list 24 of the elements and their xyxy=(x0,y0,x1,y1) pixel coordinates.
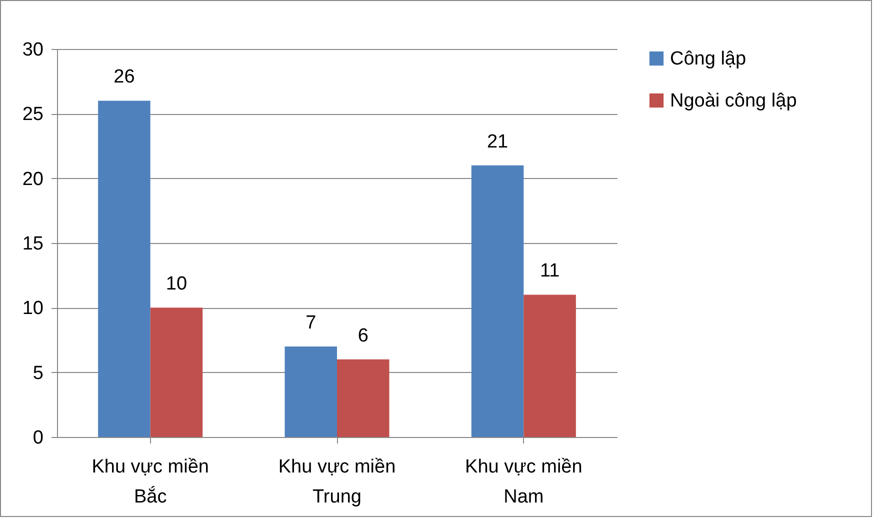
bar xyxy=(98,100,150,437)
data-label: 21 xyxy=(486,131,508,152)
x-tick-label: Khu vực miền Nam xyxy=(465,456,582,508)
y-tick-label: 20 xyxy=(22,168,44,190)
data-label: 10 xyxy=(166,274,188,295)
data-label: 6 xyxy=(358,325,368,346)
bar xyxy=(337,359,390,437)
bar xyxy=(150,308,203,437)
y-tick-label: 5 xyxy=(32,362,44,384)
data-label: 7 xyxy=(306,312,316,334)
y-tick-label: 0 xyxy=(32,428,44,448)
bar xyxy=(284,346,337,437)
x-tick-label: Khu vực miền Trung xyxy=(278,456,396,508)
y-tick-label: 30 xyxy=(22,40,44,60)
legend-label: Ngoài công lập xyxy=(670,90,797,112)
data-label: 11 xyxy=(540,260,560,282)
data-label: 26 xyxy=(114,66,135,88)
legend-label: Công lập xyxy=(670,48,746,70)
y-tick-label: 15 xyxy=(22,234,44,254)
y-tick-label: 10 xyxy=(22,298,44,320)
bar xyxy=(524,294,576,437)
x-tick-label: Khu vực miền Bắc xyxy=(92,456,209,508)
bar xyxy=(471,165,524,437)
y-tick-label: 25 xyxy=(22,104,44,126)
